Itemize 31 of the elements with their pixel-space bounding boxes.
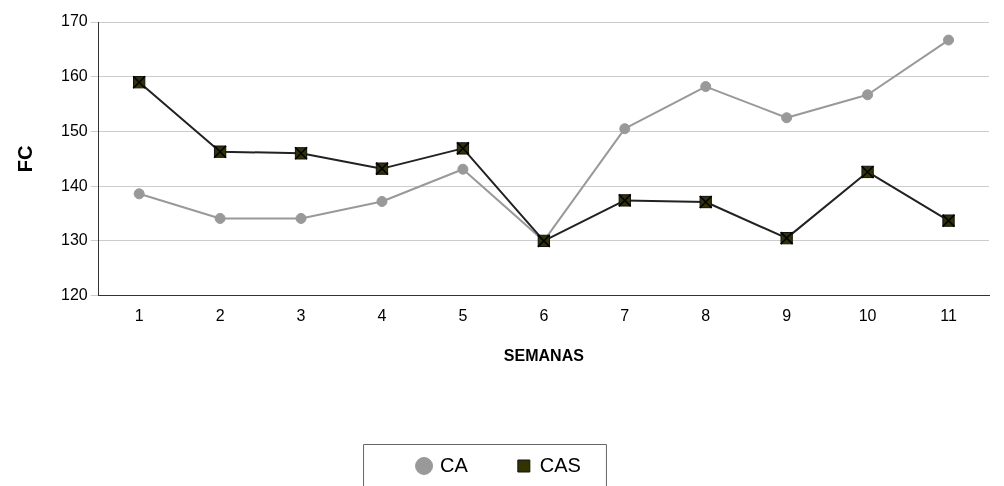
- y-tick-label: 130: [60, 231, 88, 249]
- point: [133, 188, 145, 200]
- y-tick-label: 150: [60, 121, 88, 139]
- point: [781, 112, 793, 124]
- x-tick-label: 6: [539, 306, 549, 324]
- y-tick-label: 170: [60, 12, 88, 30]
- x-tick-label: 8: [701, 306, 711, 324]
- point: [700, 81, 712, 93]
- x-tick-label: 9: [782, 306, 792, 324]
- legend-label: CA: [440, 453, 469, 476]
- point: [295, 212, 307, 224]
- x-tick-label: 11: [940, 306, 957, 324]
- x-tick-label: 7: [620, 306, 630, 324]
- point: [214, 212, 226, 224]
- point: [943, 34, 955, 46]
- x-tick-label: 10: [858, 306, 877, 324]
- point: [376, 195, 388, 207]
- point: [619, 123, 631, 135]
- y-tick-label: 140: [60, 176, 88, 194]
- point: [457, 163, 469, 175]
- x-tick-label: 4: [377, 306, 387, 324]
- legend-label: CAS: [539, 453, 581, 476]
- x-tick-label: 5: [458, 306, 468, 324]
- x-tick-label: 2: [215, 306, 225, 324]
- y-tick-label: 160: [60, 67, 88, 85]
- y-axis-title: FC: [13, 145, 36, 173]
- y-tick-label: 120: [60, 286, 88, 304]
- x-tick-label: 3: [296, 306, 306, 324]
- point: [862, 89, 874, 101]
- x-tick-label: 1: [134, 306, 144, 324]
- x-axis-title: SEMANAS: [503, 346, 585, 364]
